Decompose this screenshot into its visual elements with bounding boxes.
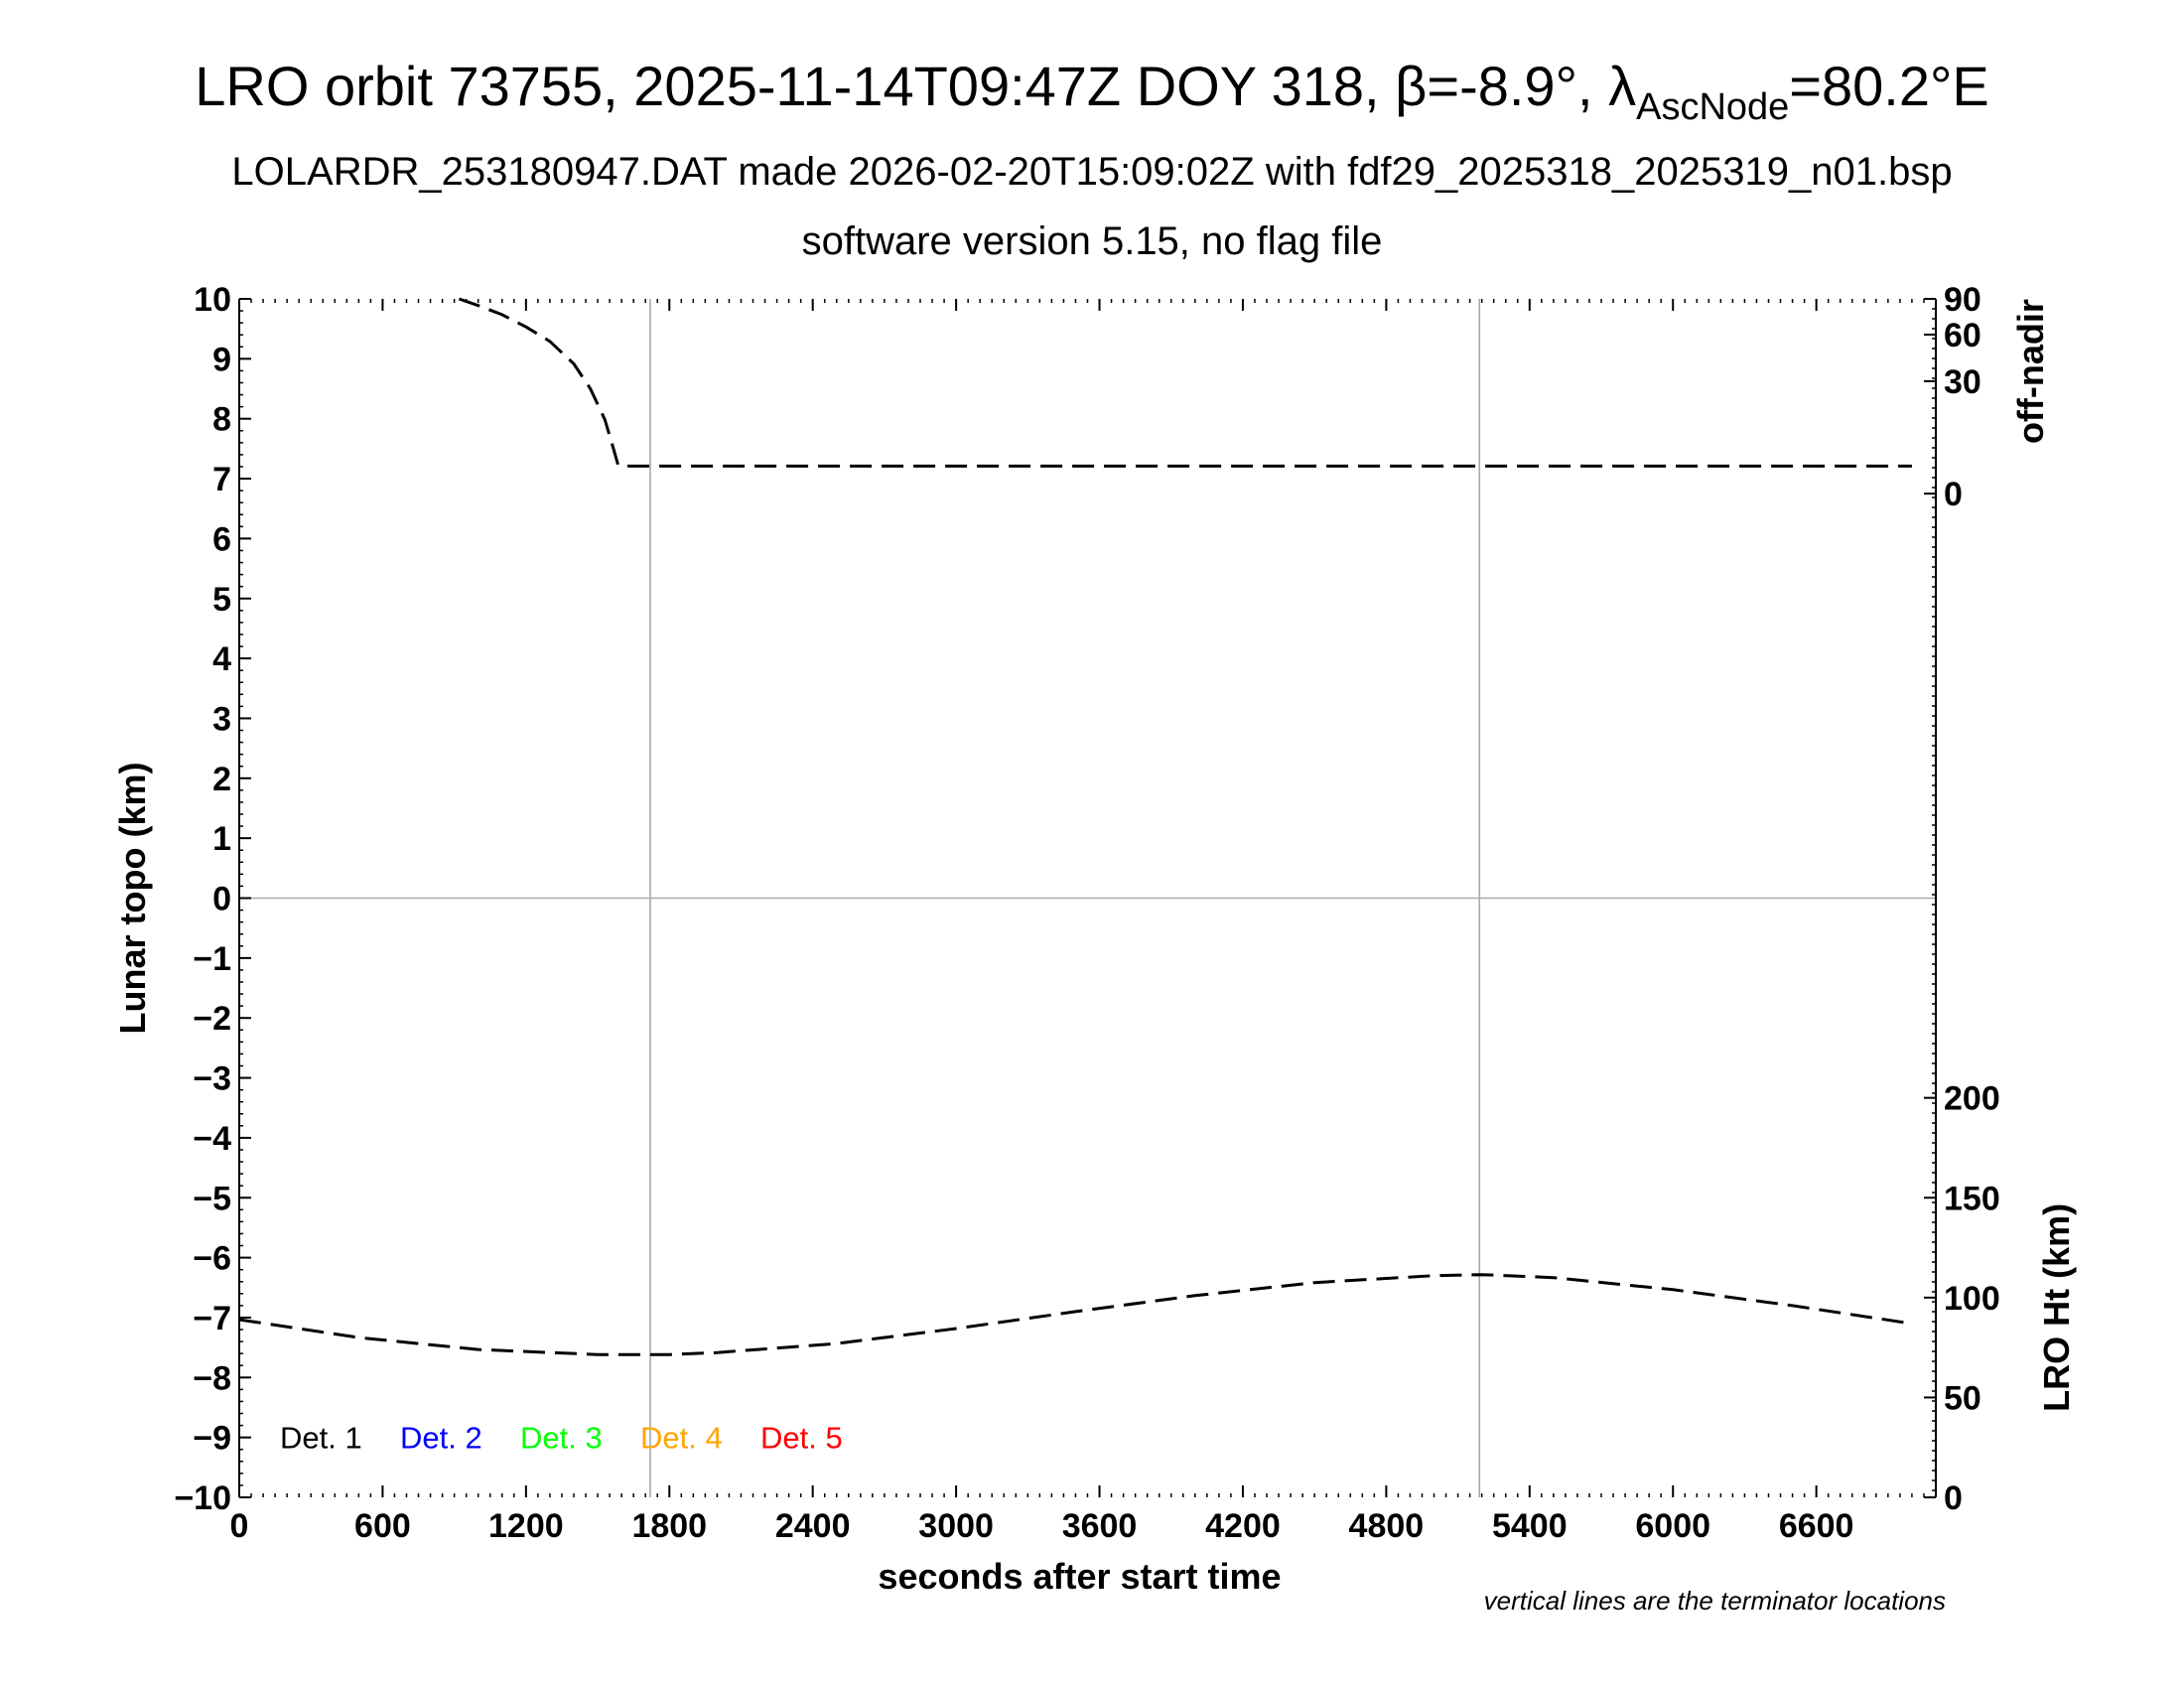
y-tick-label: 0 — [212, 881, 231, 918]
x-axis-title: seconds after start time — [878, 1556, 1281, 1597]
y-tick-label: 2 — [212, 761, 231, 798]
y-tick-label: 4 — [212, 640, 231, 678]
lro-height-axis-title: LRO Ht (km) — [2036, 1203, 2077, 1412]
legend-det-5: Det. 5 — [760, 1421, 843, 1456]
legend-det-2: Det. 2 — [400, 1421, 482, 1456]
y-tick-label: −2 — [193, 1000, 231, 1038]
y-tick-label: −10 — [174, 1479, 231, 1517]
footnote: vertical lines are the terminator locati… — [1484, 1586, 1946, 1616]
y-tick-label: −8 — [193, 1359, 231, 1397]
y-axis-title: Lunar topo (km) — [112, 763, 153, 1035]
x-tick-label: 0 — [230, 1507, 249, 1545]
y-tick-label: 1 — [212, 820, 231, 858]
x-tick-label: 6000 — [1635, 1507, 1710, 1545]
x-tick-label: 1800 — [631, 1507, 707, 1545]
y-tick-label: 6 — [212, 520, 231, 558]
beta-symbol: β — [1395, 55, 1428, 117]
chart-title: LRO orbit 73755, 2025-11-14T09:47Z DOY 3… — [0, 52, 2184, 126]
lambda-subscript: AscNode — [1636, 86, 1790, 128]
x-tick-label: 5400 — [1492, 1507, 1568, 1545]
x-tick-label: 600 — [354, 1507, 411, 1545]
y-tick-label: −9 — [193, 1420, 231, 1458]
y-tick-label: 3 — [212, 700, 231, 738]
lambda-value: =80.2°E — [1789, 55, 1989, 117]
x-tick-label: 3600 — [1062, 1507, 1138, 1545]
y-tick-label: 8 — [212, 401, 231, 439]
legend: Det. 1 Det. 2 Det. 3 Det. 4 Det. 5 — [280, 1421, 843, 1456]
grid-layer — [239, 299, 1936, 1497]
y-tick-label: 5 — [212, 581, 231, 619]
legend-det-3: Det. 3 — [520, 1421, 603, 1456]
x-tick-label: 3000 — [918, 1507, 994, 1545]
title-prefix: LRO orbit 73755, 2025-11-14T09:47Z DOY 3… — [195, 55, 1396, 117]
x-tick-label: 2400 — [775, 1507, 851, 1545]
beta-value: =-8.9°, — [1427, 55, 1609, 117]
y-tick-label: −4 — [193, 1120, 231, 1158]
x-tick-label: 4800 — [1349, 1507, 1425, 1545]
y-tick-label: −5 — [193, 1180, 231, 1217]
off-nadir-tick-label: 0 — [1944, 476, 1963, 513]
chart-subtitle-file: LOLARDR_253180947.DAT made 2026-02-20T15… — [231, 150, 1953, 194]
y-tick-label: −3 — [193, 1060, 231, 1098]
lro-height-tick-label: 200 — [1944, 1080, 2000, 1118]
off-nadir-series-line — [458, 297, 1912, 468]
off-nadir-tick-label: 90 — [1944, 281, 1981, 319]
chart-subtitle-version: software version 5.15, no flag file — [801, 219, 1383, 263]
series-layer — [238, 297, 1913, 1356]
y-tick-label: 9 — [212, 341, 231, 378]
y-tick-label: −6 — [193, 1240, 231, 1278]
legend-det-4: Det. 4 — [640, 1421, 723, 1456]
legend-det-1: Det. 1 — [280, 1421, 362, 1456]
lro-height-tick-label: 50 — [1944, 1379, 1981, 1417]
off-nadir-axis-title: off-nadir — [2010, 299, 2051, 444]
x-tick-label: 1200 — [488, 1507, 564, 1545]
y-tick-label: −1 — [193, 940, 231, 978]
off-nadir-tick-label: 60 — [1944, 317, 1981, 354]
x-tick-label: 6600 — [1779, 1507, 1854, 1545]
lro-height-tick-label: 150 — [1944, 1180, 2000, 1217]
ticks-layer: 0 600 1200 1800 2400 3000 3600 4200 4800 5400 6000… — [174, 281, 1999, 1545]
lro-height-tick-label: 100 — [1944, 1280, 2000, 1318]
lro-height-series-line — [238, 1273, 1913, 1356]
lambda-symbol: λ — [1608, 55, 1637, 117]
x-tick-label: 4200 — [1205, 1507, 1281, 1545]
off-nadir-tick-label: 30 — [1944, 363, 1981, 401]
y-tick-label: −7 — [193, 1300, 231, 1337]
y-tick-label: 7 — [212, 461, 231, 498]
y-tick-label: 10 — [194, 281, 231, 319]
lro-height-tick-label: 0 — [1944, 1479, 1963, 1517]
